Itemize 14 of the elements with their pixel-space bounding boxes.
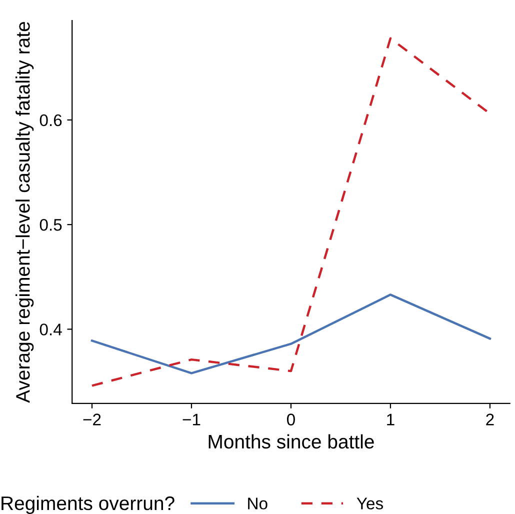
x-axis-title: Months since battle — [208, 434, 374, 449]
x-tick-label: −2 — [83, 414, 101, 426]
x-tick-label: −1 — [182, 414, 200, 426]
legend-title: Regiments overrun? — [2, 496, 174, 514]
x-tick-label: 2 — [486, 414, 494, 426]
legend-label: No — [248, 498, 268, 510]
y-tick-label: 0.4 — [40, 324, 62, 336]
x-tick-label: 0 — [286, 414, 295, 426]
legend-label: Yes — [356, 498, 383, 510]
line-series — [90, 294, 492, 374]
y-tick-label: 0.5 — [40, 218, 62, 231]
x-tick-label: 1 — [387, 414, 394, 426]
y-tick-label: 0.6 — [40, 114, 62, 126]
y-axis-title: Average regiment−level casualty fatality rate — [16, 22, 34, 403]
